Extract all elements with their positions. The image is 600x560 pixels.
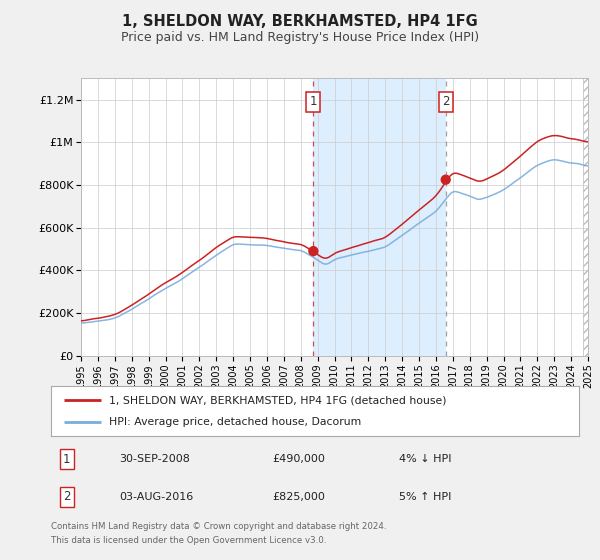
Point	[308, 246, 318, 255]
Text: 4% ↓ HPI: 4% ↓ HPI	[400, 454, 452, 464]
Text: HPI: Average price, detached house, Dacorum: HPI: Average price, detached house, Daco…	[109, 417, 361, 427]
Text: Price paid vs. HM Land Registry's House Price Index (HPI): Price paid vs. HM Land Registry's House …	[121, 31, 479, 44]
Bar	[313, 78, 446, 356]
Text: 5% ↑ HPI: 5% ↑ HPI	[400, 492, 452, 502]
Text: 1: 1	[310, 95, 317, 109]
Text: 2: 2	[63, 491, 71, 503]
Text: Contains HM Land Registry data © Crown copyright and database right 2024.: Contains HM Land Registry data © Crown c…	[51, 522, 386, 531]
Bar	[583, 78, 589, 356]
Text: £825,000: £825,000	[273, 492, 326, 502]
Text: 03-AUG-2016: 03-AUG-2016	[119, 492, 194, 502]
Text: 30-SEP-2008: 30-SEP-2008	[119, 454, 191, 464]
Text: This data is licensed under the Open Government Licence v3.0.: This data is licensed under the Open Gov…	[51, 536, 326, 545]
Text: 1, SHELDON WAY, BERKHAMSTED, HP4 1FG: 1, SHELDON WAY, BERKHAMSTED, HP4 1FG	[122, 14, 478, 29]
Text: £490,000: £490,000	[273, 454, 326, 464]
Text: 1: 1	[63, 452, 71, 465]
Text: 1, SHELDON WAY, BERKHAMSTED, HP4 1FG (detached house): 1, SHELDON WAY, BERKHAMSTED, HP4 1FG (de…	[109, 395, 446, 405]
Point	[441, 175, 451, 184]
Text: 2: 2	[442, 95, 449, 109]
